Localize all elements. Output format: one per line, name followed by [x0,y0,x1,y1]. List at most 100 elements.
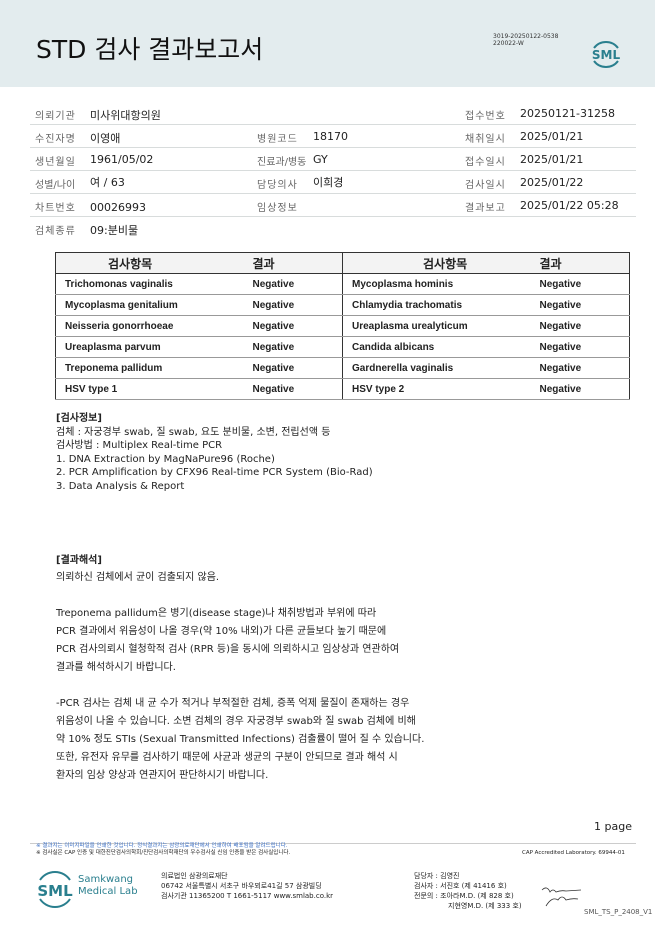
section-title: [검사정보] [56,413,102,424]
info-row: 검체종류 09:분비물 [30,217,636,240]
result-cell: Negative [243,378,343,400]
test-item-cell: HSV type 2 [342,378,531,400]
sml-logo-icon: SML [592,41,621,68]
doc-code-line: 3019-20250122-0538 [493,33,559,40]
label: 병원코드 [257,134,298,145]
label: 채취일시 [465,134,506,145]
footer-note: ※ 검사실은 CAP 인증 및 대한진단검사의학회/진단검사의학재단의 우수검사… [36,850,291,856]
specimen-value: 09:분비물 [90,224,139,237]
doc-code-line: 220022-W [493,40,524,47]
info-row: 차트번호 00026993 임상정보 결과보고 2025/01/22 05:28 [30,194,636,217]
svg-text:SML: SML [37,882,73,900]
test-info-section: [검사정보] 검체 : 자궁경부 swab, 질 swab, 요도 분비물, 소… [56,412,373,493]
result-cell: Negative [530,294,630,316]
table-row: Mycoplasma genitalium Negative Chlamydia t… [55,294,630,316]
page-title: STD 검사 결과보고서 [36,35,264,64]
test-item-cell: Candida albicans [342,336,531,358]
label: 접수번호 [465,111,506,122]
col-header: 검사항목 [55,252,244,274]
logo-name: Medical Lab [78,886,138,897]
result-cell: Negative [530,357,630,379]
label: 진료과/병동 [257,157,307,168]
label: 수진자명 [35,134,76,145]
interpretation-summary: 의뢰하신 검체에서 균이 검출되지 않음. [56,571,220,583]
doctor-value: 이희경 [313,176,344,189]
text-line: 환자의 임상 양상과 연관지어 판단하시기 바랍니다. [56,770,269,781]
text-line: 3. Data Analysis & Report [56,480,185,492]
table-row: HSV type 1 Negative HSV type 2 Negative [55,378,630,400]
org-line: 검사기관 11365200 T 1661-5117 www.smlab.co.k… [161,892,334,900]
result-cell: Negative [243,273,343,295]
samkwang-logo: SML Samkwang Medical Lab [34,868,154,908]
collect-date-value: 2025/01/21 [520,130,584,143]
label: 검사일시 [465,180,506,191]
org-line: 06742 서울특별시 서초구 바우뫼로41길 57 삼광빌딩 [161,882,322,890]
test-item-cell: HSV type 1 [55,378,244,400]
info-row: 수진자명 이영애 병원코드 18170 채취일시 2025/01/21 [30,125,636,148]
label: 차트번호 [35,203,76,214]
org-info: 의료법인 삼광의료재단 06742 서울특별시 서초구 바우뫼로41길 57 삼… [161,871,333,901]
staff-info: 담당자 : 김영진 검사자 : 서진호 (제 41416 호) 전문의 : 조아… [414,871,522,911]
label: 결과보고 [465,203,506,214]
text-line: 결과를 해석하시기 바랍니다. [56,662,176,673]
text-line: 또한, 유전자 유무를 검사하기 때문에 사균과 생균의 구분이 안되므로 결과… [56,752,398,763]
page-number: 1 page [594,820,632,833]
text-line: -PCR 검사는 검체 내 균 수가 적거나 부적절한 검체, 증폭 억제 물질… [56,698,410,709]
hospital-code-value: 18170 [313,130,348,143]
text-line: 1. DNA Extraction by MagNaPure96 (Roche) [56,453,275,465]
staff-line: 전문의 : 조아라M.D. (제 828 호) [414,892,514,900]
footer-divider [30,843,636,844]
test-item-cell: Mycoplasma genitalium [55,294,244,316]
result-cell: Negative [530,378,630,400]
cap-label: CAP Accredited Laboratory. 69944-01 [522,850,625,856]
text-line: 검체 : 자궁경부 swab, 질 swab, 요도 분비물, 소변, 전립선액… [56,426,331,438]
text-line: Treponema pallidum은 병기(disease stage)나 채… [56,608,377,619]
text-line: PCR 검사의뢰시 혈청학적 검사 (RPR 등)을 동시에 의뢰하시고 임상상… [56,644,400,655]
col-header: 결과 [243,252,343,274]
info-row: 의뢰기관 미사위대항의원 접수번호 20250121-31258 [30,102,636,125]
label: 생년월일 [35,157,76,168]
result-cell: Negative [243,294,343,316]
label: 담당의사 [257,180,298,191]
doc-code: 3019-20250122-0538 220022-W [493,33,558,47]
info-row: 생년월일 1961/05/02 진료과/병동 GY 접수일시 2025/01/2… [30,148,636,171]
form-code: SML_TS_P_2408_V1 [584,908,653,916]
test-item-cell: Gardnerella vaginalis [342,357,531,379]
text-line: 2. PCR Amplification by CFX96 Real-time … [56,467,373,478]
text-line: 위음성이 나올 수 있습니다. 소변 검체의 경우 자궁경부 swab와 질 s… [56,716,416,727]
results-table: 검사항목 결과 검사항목 결과 Trichomonas vaginalis Neg… [55,252,630,400]
staff-line: 지현영M.D. (제 333 호) [448,902,522,910]
receipt-no-value: 20250121-31258 [520,107,615,120]
result-cell: Negative [530,315,630,337]
staff-line: 검사자 : 서진호 (제 41416 호) [414,882,507,890]
label: 성별/나이 [35,180,76,191]
receipt-date-value: 2025/01/21 [520,153,584,166]
sml-logo-icon: SML [37,871,73,908]
test-item-cell: Chlamydia trachomatis [342,294,531,316]
table-row: Trichomonas vaginalis Negative Mycoplasma … [55,273,630,295]
test-item-cell: Ureaplasma parvum [55,336,244,358]
svg-text:SML: SML [592,48,621,62]
report-value: 2025/01/22 05:28 [520,199,619,212]
result-cell: Negative [243,336,343,358]
test-item-cell: Ureaplasma urealyticum [342,315,531,337]
dept-value: GY [313,153,328,166]
label: 검체종류 [35,226,76,237]
interpretation-section: [결과해석] 의뢰하신 검체에서 균이 검출되지 않음. Treponema p… [56,554,424,785]
institution-value: 미사위대항의원 [90,109,161,122]
info-row: 성별/나이 여 / 63 담당의사 이희경 검사일시 2025/01/22 [30,171,636,194]
text-line: PCR 결과에서 위음성이 나올 경우(약 10% 내외)가 다른 균들보다 높… [56,626,387,637]
signature-icon [541,887,582,907]
col-header: 검사항목 [342,252,531,274]
patient-value: 이영애 [90,132,121,145]
birth-value: 1961/05/02 [90,153,154,166]
table-row: Ureaplasma parvum Negative Candida albican… [55,336,630,358]
text-line: 검사방법 : Multiplex Real-time PCR [56,440,223,451]
label: 의뢰기관 [35,111,76,122]
test-item-cell: Treponema pallidum [55,357,244,379]
label: 접수일시 [465,157,506,168]
test-item-cell: Neisseria gonorrhoeae [55,315,244,337]
logo-name: Samkwang [78,874,133,885]
org-line: 의료법인 삼광의료재단 [161,872,228,880]
staff-line: 담당자 : 김영진 [414,872,460,880]
